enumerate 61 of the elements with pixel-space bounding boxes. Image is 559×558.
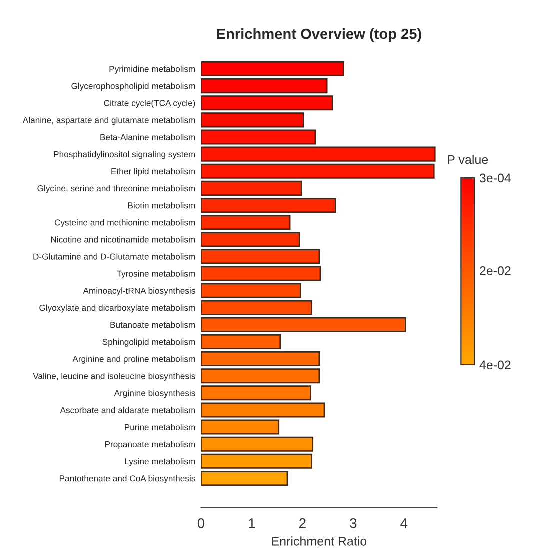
y-tick-label: Aminoacyl-tRNA biosynthesis <box>83 288 196 296</box>
y-tick-label: Lysine metabolism <box>125 458 196 466</box>
y-tick-label: Cysteine and methionine metabolism <box>54 219 196 228</box>
bar <box>201 130 316 145</box>
bar <box>201 470 288 486</box>
color-bar-title: P value <box>448 155 488 164</box>
color-bar-label: 2e-02 <box>480 266 511 276</box>
bar <box>201 386 312 401</box>
bar <box>201 198 336 214</box>
x-tick-label: 4 <box>400 518 408 528</box>
bar <box>201 215 291 230</box>
y-tick-label: Propanoate metabolism <box>105 441 196 450</box>
bar <box>201 368 320 384</box>
y-tick-label: Glycerophospholipid metabolism <box>72 82 196 91</box>
color-bar-label: 4e-02 <box>480 360 511 370</box>
bar <box>201 454 313 469</box>
bar <box>201 249 320 264</box>
bar <box>201 266 322 282</box>
color-bar-label: 3e-04 <box>480 174 512 183</box>
y-tick-label: Pantothenate and CoA biosynthesis <box>60 475 196 484</box>
x-axis-title: Enrichment Ratio <box>272 536 367 546</box>
y-tick-label: Arginine and proline metabolism <box>72 356 196 364</box>
y-tick-label: Phosphatidylinositol signaling system <box>54 151 196 160</box>
y-tick-label: Nicotine and nicotinamide metabolism <box>51 236 196 243</box>
x-tick-label: 2 <box>300 518 306 528</box>
bar <box>201 283 302 298</box>
x-tick-label: 3 <box>350 518 357 528</box>
bar <box>201 180 302 196</box>
y-tick-label: Ascorbate and aldarate metabolism <box>60 407 196 414</box>
x-tick-label: 1 <box>249 518 256 528</box>
y-tick-label: Pyrimidine metabolism <box>110 66 196 74</box>
y-tick-label: Glyoxylate and dicarboxylate metabolism <box>40 304 196 313</box>
bar <box>201 402 326 418</box>
y-tick-label: Tyrosine metabolism <box>116 270 196 279</box>
bar <box>201 146 436 162</box>
bar <box>201 164 435 179</box>
y-tick-label: D-Glutamine and D-Glutamate metabolism <box>34 254 196 260</box>
bar <box>201 317 406 332</box>
y-tick-label: Biotin metabolism <box>128 202 196 209</box>
bar <box>201 300 313 316</box>
bar <box>201 420 280 435</box>
y-tick-label: Beta-Alanine metabolism <box>100 134 196 140</box>
bar <box>201 352 320 367</box>
bar <box>201 436 314 452</box>
y-tick-label: Purine metabolism <box>125 424 196 430</box>
y-tick-label: Butanoate metabolism <box>110 322 196 328</box>
bar <box>201 78 328 94</box>
bar <box>201 112 304 128</box>
y-tick-label: Sphingolipid metabolism <box>102 338 196 347</box>
x-tick-label: 0 <box>198 518 205 528</box>
chart-title: Enrichment Overview (top 25) <box>217 28 422 42</box>
bar <box>201 334 282 350</box>
bar <box>201 61 344 77</box>
y-tick-label: Valine, leucine and isoleucine biosynthesis <box>33 372 196 382</box>
bar <box>201 96 334 111</box>
y-tick-label: Citrate cycle(TCA cycle) <box>104 100 196 108</box>
y-tick-label: Ether lipid metabolism <box>112 168 196 176</box>
y-tick-label: Alanine, aspartate and glutamate metabolism <box>22 117 196 126</box>
y-tick-label: Glycine, serine and threonine metabolism <box>38 185 196 194</box>
y-tick-label: Arginine biosynthesis <box>114 390 196 398</box>
bar <box>201 232 300 248</box>
